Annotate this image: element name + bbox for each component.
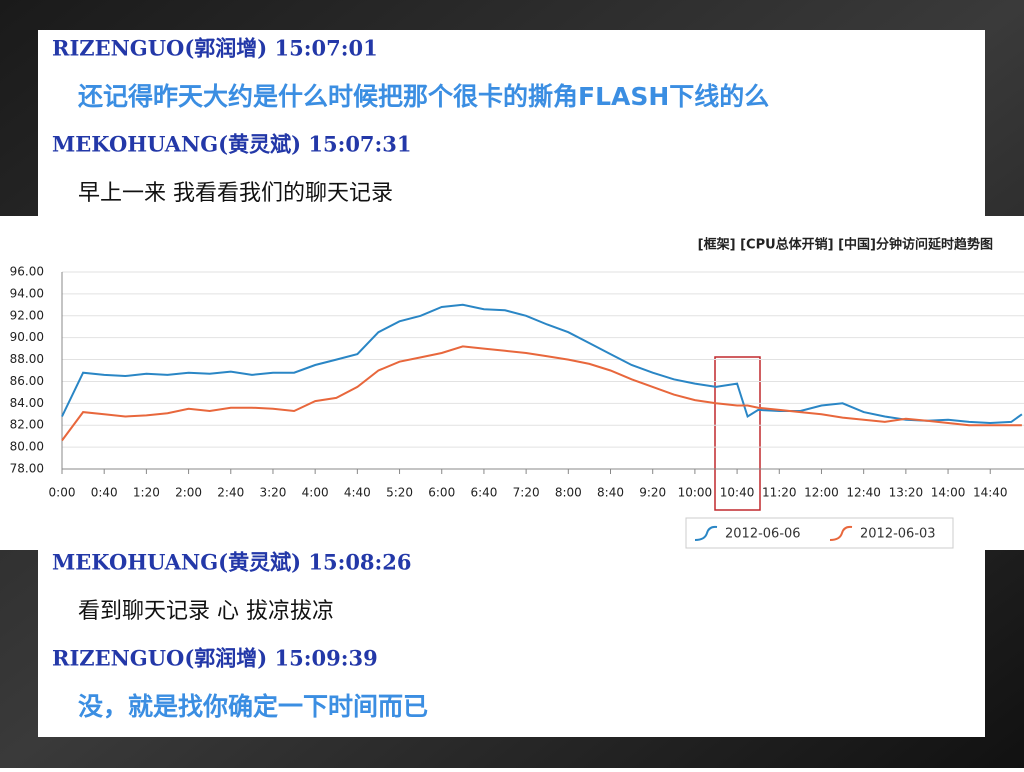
- x-tick-label: 12:00: [804, 486, 839, 500]
- y-tick-label: 84.00: [10, 396, 44, 410]
- x-tick-label: 1:20: [133, 486, 160, 500]
- chat-panel-top: [38, 30, 985, 220]
- chat-panel-bottom: [38, 548, 985, 737]
- x-tick-label: 2:40: [217, 486, 244, 500]
- y-tick-label: 92.00: [10, 308, 44, 322]
- x-tick-label: 14:40: [973, 486, 1008, 500]
- x-tick-label: 0:40: [91, 486, 118, 500]
- x-tick-label: 6:00: [428, 486, 455, 500]
- x-tick-label: 0:00: [49, 486, 76, 500]
- x-tick-label: 10:40: [720, 486, 755, 500]
- legend-label: 2012-06-06: [725, 527, 801, 542]
- legend-icon: [829, 525, 853, 541]
- message-text: 还记得昨天大约是什么时候把那个很卡的撕角FLASH下线的么: [78, 82, 769, 111]
- y-tick-label: 96.00: [10, 265, 44, 279]
- message-text: 早上一来 我看看我们的聊天记录: [78, 181, 393, 206]
- highlight-box: [714, 356, 761, 511]
- x-tick-label: 5:20: [386, 486, 413, 500]
- legend-label: 2012-06-03: [860, 527, 936, 542]
- x-tick-label: 3:20: [259, 486, 286, 500]
- x-tick-label: 8:40: [597, 486, 624, 500]
- y-tick-label: 86.00: [10, 374, 44, 388]
- sender: RIZENGUO(郭润增) 15:09:39: [52, 646, 378, 671]
- y-tick-label: 78.00: [10, 462, 44, 476]
- x-tick-label: 10:00: [678, 486, 713, 500]
- sender: MEKOHUANG(黄灵斌) 15:08:26: [52, 550, 412, 575]
- x-tick-label: 2:00: [175, 486, 202, 500]
- y-tick-label: 88.00: [10, 352, 44, 366]
- message-text: 看到聊天记录 心 拔凉拔凉: [78, 599, 334, 624]
- x-tick-label: 9:20: [639, 486, 666, 500]
- y-tick-label: 80.00: [10, 440, 44, 454]
- series-line: [61, 303, 1023, 425]
- y-tick-label: 90.00: [10, 330, 44, 344]
- x-tick-label: 13:20: [889, 486, 924, 500]
- sender: MEKOHUANG(黄灵斌) 15:07:31: [52, 132, 412, 157]
- legend: [685, 517, 954, 549]
- x-tick-label: 12:40: [846, 486, 881, 500]
- chart-panel: [0, 216, 1024, 550]
- chart-title: [框架] [CPU总体开销] [中国]分钟访问延时趋势图: [698, 237, 993, 253]
- series-line: [61, 345, 1022, 442]
- legend-icon: [694, 525, 718, 541]
- x-tick-label: 7:20: [513, 486, 540, 500]
- sender: RIZENGUO(郭润增) 15:07:01: [52, 36, 378, 61]
- x-tick-label: 8:00: [555, 486, 582, 500]
- y-tick-label: 94.00: [10, 286, 44, 300]
- x-tick-label: 11:20: [762, 486, 797, 500]
- x-tick-label: 4:40: [344, 486, 371, 500]
- x-tick-label: 4:00: [302, 486, 329, 500]
- message-text: 没，就是找你确定一下时间而已: [78, 692, 428, 721]
- x-tick-label: 6:40: [470, 486, 497, 500]
- y-tick-label: 82.00: [10, 418, 44, 432]
- x-tick-label: 14:00: [931, 486, 966, 500]
